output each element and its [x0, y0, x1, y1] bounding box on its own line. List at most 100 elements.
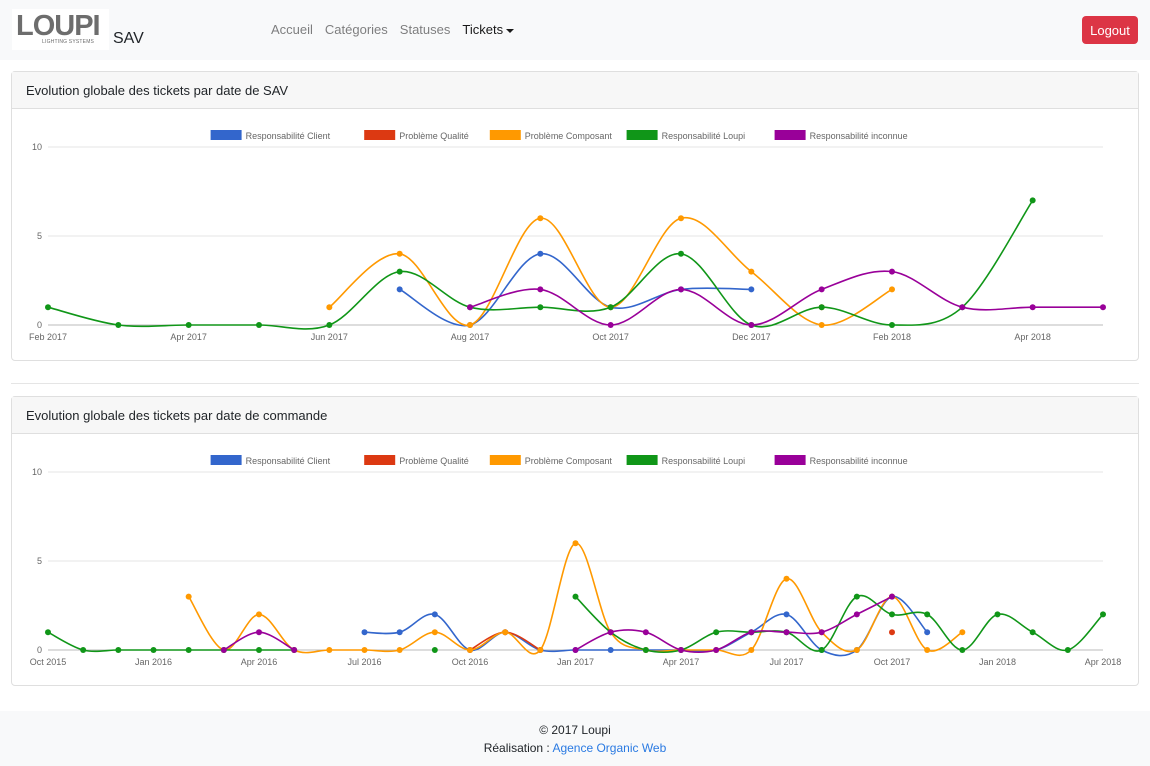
legend-label: Responsabilité inconnue	[810, 131, 908, 141]
data-point	[678, 286, 684, 293]
x-tick-label: Apr 2018	[1014, 332, 1051, 342]
x-tick-label: Oct 2017	[874, 657, 911, 667]
data-point	[713, 647, 720, 653]
data-point	[115, 647, 122, 653]
data-point	[537, 286, 544, 293]
data-point	[115, 322, 122, 328]
card-body: Responsabilité Client Problème Qualité Pro…	[12, 109, 1138, 365]
chart-card-commande: Evolution globale des tickets par date d…	[11, 396, 1139, 686]
data-point	[607, 647, 614, 653]
data-point	[889, 611, 895, 618]
data-point	[537, 647, 544, 653]
legend-label: Responsabilité inconnue	[810, 456, 908, 466]
series-line	[47, 199, 1034, 330]
nav-item-accueil[interactable]: Accueil	[271, 22, 313, 37]
legend-swatch	[626, 455, 658, 465]
data-point	[467, 322, 473, 328]
data-point	[818, 629, 825, 636]
nav-item-statuses[interactable]: Statuses	[399, 22, 451, 37]
legend-swatch	[774, 130, 806, 140]
y-tick-label: 10	[32, 467, 42, 477]
line-chart-commande: Responsabilité Client Problème Qualité Pro…	[30, 455, 1121, 667]
legend-label: Problème Qualité	[399, 131, 469, 141]
x-tick-label: Apr 2017	[663, 657, 700, 667]
data-point	[396, 286, 403, 293]
data-point	[396, 647, 403, 653]
legend-label: Problème Composant	[525, 456, 613, 466]
chart-legend: Responsabilité Client Problème Qualité Pro…	[210, 130, 908, 141]
data-point	[467, 647, 473, 653]
nav-item-categories[interactable]: Catégories	[324, 22, 388, 37]
footer: © 2017 Loupi Réalisation : Agence Organi…	[0, 711, 1150, 766]
legend-swatch	[774, 455, 806, 465]
series-line	[575, 595, 893, 654]
data-point	[1029, 304, 1036, 311]
data-point	[256, 322, 262, 328]
data-point	[1100, 611, 1106, 618]
y-tick-label: 0	[37, 320, 42, 330]
x-tick-label: Jan 2016	[135, 657, 172, 667]
data-point	[291, 647, 298, 653]
data-point	[572, 540, 579, 547]
data-point	[607, 322, 614, 328]
x-tick-label: Jun 2017	[311, 332, 348, 342]
agency-link[interactable]: Agence Organic Web	[552, 741, 667, 755]
series-probl-me-composant	[326, 215, 895, 328]
app-name[interactable]: SAV	[113, 30, 144, 47]
data-point	[326, 322, 333, 328]
divider	[11, 383, 1139, 384]
x-tick-label: Feb 2018	[873, 332, 911, 342]
legend-label: Responsabilité Client	[246, 131, 331, 141]
data-point	[818, 322, 825, 328]
data-point	[959, 647, 966, 653]
x-tick-label: Aug 2017	[451, 332, 490, 342]
data-point	[537, 215, 544, 222]
legend-swatch	[210, 130, 242, 140]
nav-dropdown-tickets-label: Tickets	[462, 22, 504, 37]
data-point	[959, 304, 966, 311]
data-point	[853, 611, 860, 618]
data-point	[678, 647, 684, 653]
data-point	[783, 629, 790, 636]
data-point	[1029, 629, 1036, 636]
main-nav: Accueil Catégories Statuses Tickets	[271, 21, 526, 39]
data-point	[45, 304, 51, 311]
legend-swatch	[364, 455, 396, 465]
series-line	[364, 595, 928, 657]
data-point	[607, 304, 614, 311]
data-point	[678, 215, 684, 222]
data-point	[678, 250, 684, 257]
data-point	[818, 286, 825, 293]
card-body: Responsabilité Client Problème Qualité Pro…	[12, 434, 1138, 690]
data-point	[256, 629, 262, 636]
legend-swatch	[626, 130, 658, 140]
x-tick-label: Oct 2015	[30, 657, 67, 667]
data-point	[537, 304, 544, 311]
data-point	[748, 286, 755, 293]
legend-label: Responsabilité Loupi	[662, 131, 746, 141]
nav-dropdown-tickets[interactable]: Tickets	[462, 21, 515, 39]
data-point	[1064, 647, 1071, 653]
logo-tagline: LIGHTING SYSTEMS	[42, 39, 95, 45]
data-point	[326, 647, 333, 653]
data-point	[783, 575, 790, 582]
data-point	[853, 593, 860, 600]
logout-button[interactable]: Logout	[1082, 16, 1138, 44]
legend-swatch	[210, 455, 242, 465]
data-point	[748, 268, 755, 275]
legend-swatch	[489, 130, 521, 140]
data-point	[80, 647, 87, 653]
brand-logo[interactable]: LOUPI LIGHTING SYSTEMS	[12, 9, 109, 50]
data-point	[924, 611, 931, 618]
data-point	[853, 647, 860, 653]
data-point	[361, 629, 368, 636]
legend-swatch	[489, 455, 521, 465]
data-point	[396, 629, 403, 636]
data-point	[185, 593, 192, 600]
series-responsabilit-client	[361, 593, 931, 657]
credit-line: Réalisation : Agence Organic Web	[0, 739, 1150, 757]
card-title: Evolution globale des tickets par date d…	[12, 72, 1138, 109]
data-point	[467, 304, 473, 311]
y-tick-label: 5	[37, 556, 42, 566]
legend-label: Responsabilité Client	[246, 456, 331, 466]
